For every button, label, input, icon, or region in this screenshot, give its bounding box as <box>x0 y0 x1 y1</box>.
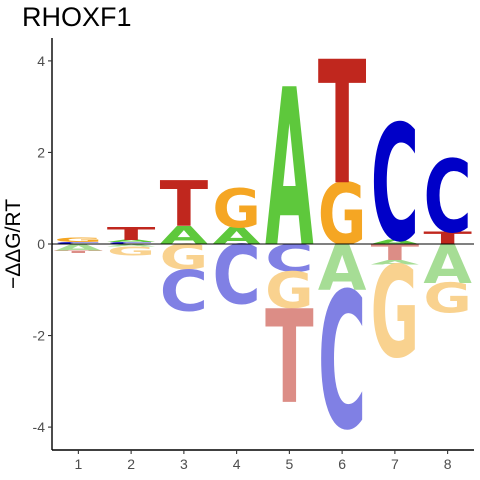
logo-letter-pos2-T-up: T <box>107 224 156 244</box>
axes: -4 -2 0 2 4 1 2 3 4 5 6 7 8 <box>33 38 474 472</box>
logo-letter-pos8-T-up: T <box>423 229 472 249</box>
y-tick-label: -4 <box>33 419 46 435</box>
logo-letter-pos8-C-up: C <box>423 140 472 257</box>
logo-letter-pos2-A-up: A <box>107 239 156 243</box>
logo-letter-pos7-A-up: A <box>371 238 420 245</box>
x-tick-label: 5 <box>285 456 293 472</box>
y-tick-label: 2 <box>37 144 45 160</box>
x-tick-label: 3 <box>180 456 188 472</box>
y-tick-label: 0 <box>37 236 45 252</box>
logo-letter-pos5-T-down: T <box>265 283 314 433</box>
logo-letter-pos3-T-up: T <box>160 168 209 241</box>
logo-letter-pos4-A-up: A <box>212 223 261 250</box>
logo-letter-pos6-C-down: C <box>318 254 367 473</box>
logo-letter-pos3-C-down: C <box>160 259 209 324</box>
logo-letter-pos1-G-up: G <box>54 236 103 243</box>
logo-letter-pos4-C-down: C <box>212 228 261 324</box>
x-tick-label: 6 <box>338 456 346 472</box>
logo-letter-pos4-G-up: G <box>212 179 261 241</box>
logo-letter-pos6-T-up: T <box>318 24 367 222</box>
logo-letter-pos5-A-up: A <box>265 43 314 296</box>
logo-letter-pos6-G-up: G <box>318 166 367 265</box>
logo-letter-pos7-G-down: G <box>371 241 420 387</box>
logo-letter-pos8-G-down: G <box>423 275 472 322</box>
logo-letter-pos1-C-up: C <box>54 242 103 245</box>
y-tick-label: 4 <box>37 53 45 69</box>
x-tick-label: 7 <box>391 456 399 472</box>
logo-letter-pos1-T-down: T <box>54 250 103 254</box>
chart-title: RHOXF1 <box>22 2 132 32</box>
y-axis-label: −ΔΔG/RT <box>2 198 25 290</box>
x-tick-label: 2 <box>127 456 135 472</box>
y-tick-label: -2 <box>33 328 46 344</box>
logo-letter-pos2-A-down: A <box>107 243 156 247</box>
x-tick-label: 4 <box>233 456 241 472</box>
logo-letter-pos3-A-up: A <box>160 221 209 250</box>
logo-letter-pos1-A-down: A <box>54 242 103 253</box>
logo-letter-pos2-C-up: C <box>107 242 156 245</box>
logo-letter-pos7-A-down: A <box>371 259 420 266</box>
x-tick-label: 1 <box>74 456 82 472</box>
logo-letter-pos2-G-down: G <box>107 244 156 259</box>
logo-letter-pos7-C-up: C <box>371 90 420 277</box>
x-tick-label: 8 <box>444 456 452 472</box>
logo-letter-pos5-G-down: G <box>265 261 314 320</box>
